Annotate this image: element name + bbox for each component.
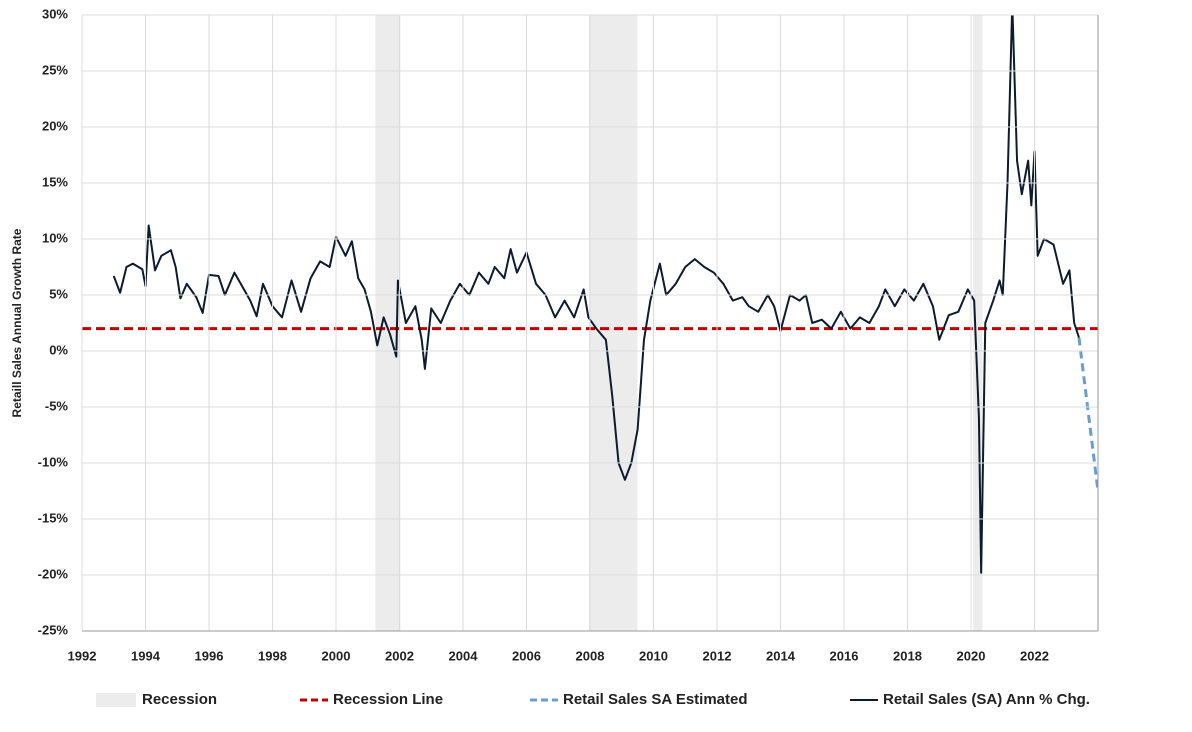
y-tick-label: 0% xyxy=(49,342,68,357)
legend-label: Recession xyxy=(142,691,217,708)
x-tick-label: 2016 xyxy=(830,648,859,663)
series-line xyxy=(1077,337,1098,492)
legend-swatch xyxy=(96,693,136,707)
legend-label: Retail Sales SA Estimated xyxy=(563,691,748,708)
legend-label: Retail Sales (SA) Ann % Chg. xyxy=(883,691,1090,708)
y-tick-label: -5% xyxy=(45,398,69,413)
y-tick-label: 20% xyxy=(42,118,68,133)
x-tick-label: 2018 xyxy=(893,648,922,663)
y-tick-label: -15% xyxy=(38,510,69,525)
x-tick-label: 2020 xyxy=(957,648,986,663)
y-tick-label: -25% xyxy=(38,622,69,637)
y-tick-label: 10% xyxy=(42,230,68,245)
x-tick-label: 2008 xyxy=(576,648,605,663)
x-tick-label: 2004 xyxy=(449,648,479,663)
x-tick-label: 1994 xyxy=(131,648,161,663)
x-tick-label: 1998 xyxy=(258,648,287,663)
y-axis-title: Retaill Sales Annual Growth Rate xyxy=(10,228,24,417)
x-tick-label: 2002 xyxy=(385,648,414,663)
y-tick-label: 15% xyxy=(42,174,68,189)
x-tick-label: 2006 xyxy=(512,648,541,663)
x-tick-label: 2000 xyxy=(322,648,351,663)
y-tick-label: 25% xyxy=(42,62,68,77)
x-tick-label: 1992 xyxy=(68,648,97,663)
plot-area xyxy=(82,15,1098,631)
recession-band xyxy=(589,15,638,631)
legend-label: Recession Line xyxy=(333,691,443,708)
x-tick-label: 2010 xyxy=(639,648,668,663)
y-tick-label: 5% xyxy=(49,286,68,301)
x-tick-label: 2022 xyxy=(1020,648,1049,663)
y-tick-label: -20% xyxy=(38,566,69,581)
x-tick-label: 2012 xyxy=(703,648,732,663)
y-tick-label: 30% xyxy=(42,6,68,21)
series-line xyxy=(112,15,1080,574)
x-tick-label: 1996 xyxy=(195,648,224,663)
y-tick-label: -10% xyxy=(38,454,69,469)
x-tick-label: 2014 xyxy=(766,648,796,663)
recession-band xyxy=(973,15,983,631)
